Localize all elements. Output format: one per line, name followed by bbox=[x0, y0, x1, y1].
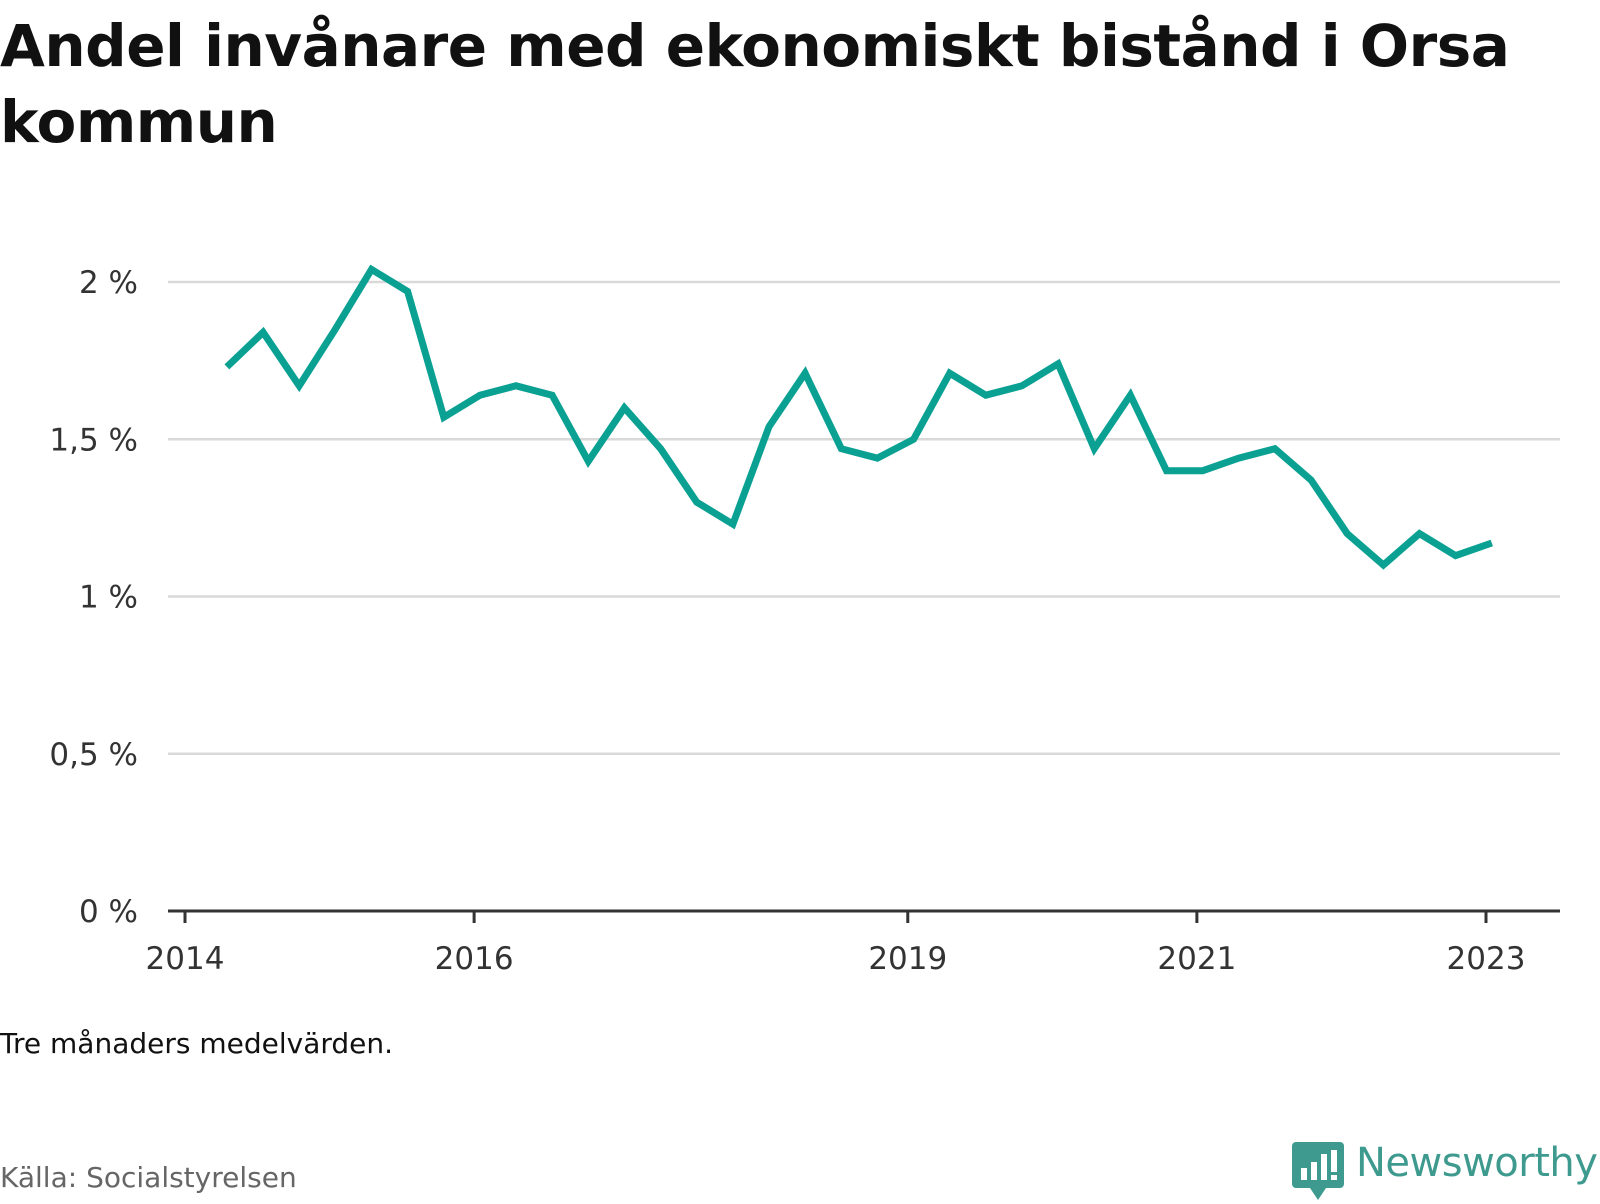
y-tick-label: 1 % bbox=[79, 580, 138, 616]
y-tick-label: 1,5 % bbox=[49, 422, 138, 458]
x-tick-label: 2016 bbox=[435, 941, 514, 977]
y-axis-tick-labels: 0 % 0,5 % 1 % 1,5 % 2 % bbox=[49, 265, 138, 930]
line-chart: 0 % 0,5 % 1 % 1,5 % 2 % 2014 2016 2019 2021 2023 bbox=[49, 264, 1560, 977]
x-tick-label: 2019 bbox=[868, 941, 947, 977]
y-tick-label: 2 % bbox=[79, 265, 138, 301]
chart-note: Tre månaders medelvärden. bbox=[0, 1027, 394, 1060]
x-tick-label: 2014 bbox=[146, 941, 225, 977]
x-tick-label: 2023 bbox=[1447, 941, 1526, 977]
series-lines bbox=[224, 264, 1493, 570]
chart-title: Andel invånare med ekonomiskt bistånd i … bbox=[0, 12, 1510, 156]
x-axis bbox=[168, 909, 1560, 923]
x-tick-label: 2021 bbox=[1157, 941, 1236, 977]
y-tick-label: 0,5 % bbox=[49, 737, 138, 773]
source-credit: Källa: Socialstyrelsen bbox=[0, 1161, 297, 1194]
y-tick-label: 0 % bbox=[79, 894, 138, 930]
x-axis-tick-labels: 2014 2016 2019 2021 2023 bbox=[146, 941, 1526, 977]
series-line bbox=[224, 264, 1493, 570]
brand-name: Newsworthy bbox=[1356, 1140, 1598, 1186]
newsworthy-logo-icon bbox=[1292, 1142, 1344, 1200]
grid-lines bbox=[168, 280, 1560, 755]
